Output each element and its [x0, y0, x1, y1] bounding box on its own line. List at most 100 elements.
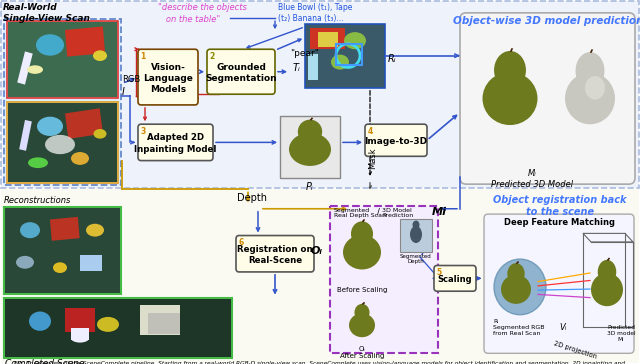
Ellipse shape — [29, 312, 51, 331]
Bar — [5, 208, 120, 293]
Bar — [4, 298, 232, 357]
Bar — [140, 305, 180, 335]
Bar — [148, 313, 180, 334]
Text: Object-wise 3D model prediction: Object-wise 3D model prediction — [453, 16, 640, 26]
Bar — [7, 21, 118, 99]
FancyBboxPatch shape — [138, 49, 198, 105]
Bar — [65, 308, 95, 332]
Ellipse shape — [508, 263, 525, 284]
Ellipse shape — [349, 313, 375, 337]
Text: Deep Feature Matching: Deep Feature Matching — [504, 218, 614, 228]
Ellipse shape — [565, 72, 615, 124]
Text: Mi: Mi — [432, 207, 447, 217]
Ellipse shape — [494, 259, 546, 315]
Text: "describe the objects
   on the table": "describe the objects on the table" — [158, 3, 247, 24]
Text: 1: 1 — [141, 52, 146, 61]
Bar — [336, 44, 362, 65]
Ellipse shape — [36, 34, 64, 56]
FancyBboxPatch shape — [484, 214, 634, 353]
Ellipse shape — [344, 32, 366, 49]
Bar — [65, 108, 103, 139]
Text: Real-World
Single-View Scan: Real-World Single-View Scan — [3, 3, 90, 23]
Text: Fig. 1: Overview of the SceneComplete pipeline. Starting from a real-world RGB-D: Fig. 1: Overview of the SceneComplete pi… — [15, 361, 625, 364]
Text: 6: 6 — [239, 238, 244, 247]
Bar — [50, 217, 79, 241]
Text: Segmented
Real Depth Scan: Segmented Real Depth Scan — [334, 208, 386, 218]
Ellipse shape — [501, 275, 531, 304]
Ellipse shape — [289, 133, 331, 166]
Bar — [71, 328, 89, 340]
Bar — [308, 54, 318, 80]
Ellipse shape — [27, 65, 43, 74]
Ellipse shape — [86, 224, 104, 237]
Ellipse shape — [413, 221, 419, 229]
Text: Depth: Depth — [237, 193, 267, 203]
Bar — [8, 23, 117, 98]
Text: Predicted
3D model
Mᵢ: Predicted 3D model Mᵢ — [607, 325, 636, 342]
Text: Oᵢ
After Scaling: Oᵢ After Scaling — [340, 346, 384, 359]
Text: 5: 5 — [436, 268, 442, 277]
Text: I: I — [122, 87, 125, 97]
Text: /: / — [377, 208, 380, 217]
Text: "pear": "pear" — [290, 49, 319, 58]
FancyBboxPatch shape — [365, 124, 427, 156]
Ellipse shape — [598, 260, 616, 284]
Text: Scaling: Scaling — [438, 275, 472, 284]
Text: Vision-
Language
Models: Vision- Language Models — [143, 63, 193, 94]
Text: 2: 2 — [209, 52, 215, 61]
Bar — [305, 24, 385, 88]
Ellipse shape — [355, 304, 369, 321]
Text: Pᵢ: Pᵢ — [306, 182, 314, 192]
Ellipse shape — [298, 120, 322, 144]
Ellipse shape — [351, 221, 373, 246]
Bar — [330, 206, 438, 353]
Bar — [310, 28, 345, 49]
Ellipse shape — [45, 135, 75, 154]
Text: 4: 4 — [367, 127, 372, 136]
Bar — [5, 299, 231, 356]
Text: Adapted 2D
Inpainting Model: Adapted 2D Inpainting Model — [134, 134, 217, 154]
Text: Before Scaling: Before Scaling — [337, 287, 387, 293]
Ellipse shape — [37, 117, 63, 136]
Ellipse shape — [591, 273, 623, 306]
Bar — [4, 207, 121, 294]
Bar — [17, 51, 33, 84]
Ellipse shape — [483, 72, 538, 125]
Bar — [4, 19, 121, 185]
Bar — [306, 25, 384, 87]
Text: 3: 3 — [141, 127, 146, 136]
Bar — [65, 27, 105, 57]
Ellipse shape — [28, 157, 48, 168]
FancyBboxPatch shape — [138, 124, 213, 161]
Bar — [7, 102, 118, 183]
Text: Mask: Mask — [368, 148, 377, 169]
Text: 3D Model
Prediction: 3D Model Prediction — [382, 208, 413, 218]
Text: Registration on
Real-Scene: Registration on Real-Scene — [237, 245, 313, 265]
Ellipse shape — [71, 334, 89, 343]
Bar — [1, 1, 639, 189]
Text: RGB: RGB — [122, 75, 140, 84]
Text: Segmented
Depth: Segmented Depth — [400, 254, 432, 264]
FancyBboxPatch shape — [236, 236, 314, 272]
Text: Vᵢ: Vᵢ — [559, 323, 566, 332]
Bar — [280, 116, 340, 178]
Bar — [80, 255, 102, 271]
Text: Completed Scene: Completed Scene — [5, 359, 84, 364]
Ellipse shape — [97, 317, 119, 332]
Text: Blue Bowl (t₁), Tape
(t₂) Banana (t₃)...: Blue Bowl (t₁), Tape (t₂) Banana (t₃)... — [278, 3, 353, 23]
Ellipse shape — [331, 55, 349, 70]
Ellipse shape — [93, 50, 107, 61]
Bar — [19, 120, 32, 151]
Ellipse shape — [575, 52, 605, 90]
Ellipse shape — [20, 222, 40, 238]
Bar — [400, 219, 432, 252]
FancyBboxPatch shape — [207, 49, 275, 94]
Ellipse shape — [53, 262, 67, 273]
Text: Grounded
Segmentation: Grounded Segmentation — [205, 63, 277, 83]
Bar — [8, 103, 117, 182]
Text: Oᵢ: Oᵢ — [311, 246, 323, 256]
Text: Reconstructions: Reconstructions — [4, 196, 72, 205]
Ellipse shape — [16, 256, 34, 269]
Text: Tᵢ: Tᵢ — [293, 63, 301, 73]
Bar — [318, 32, 338, 47]
